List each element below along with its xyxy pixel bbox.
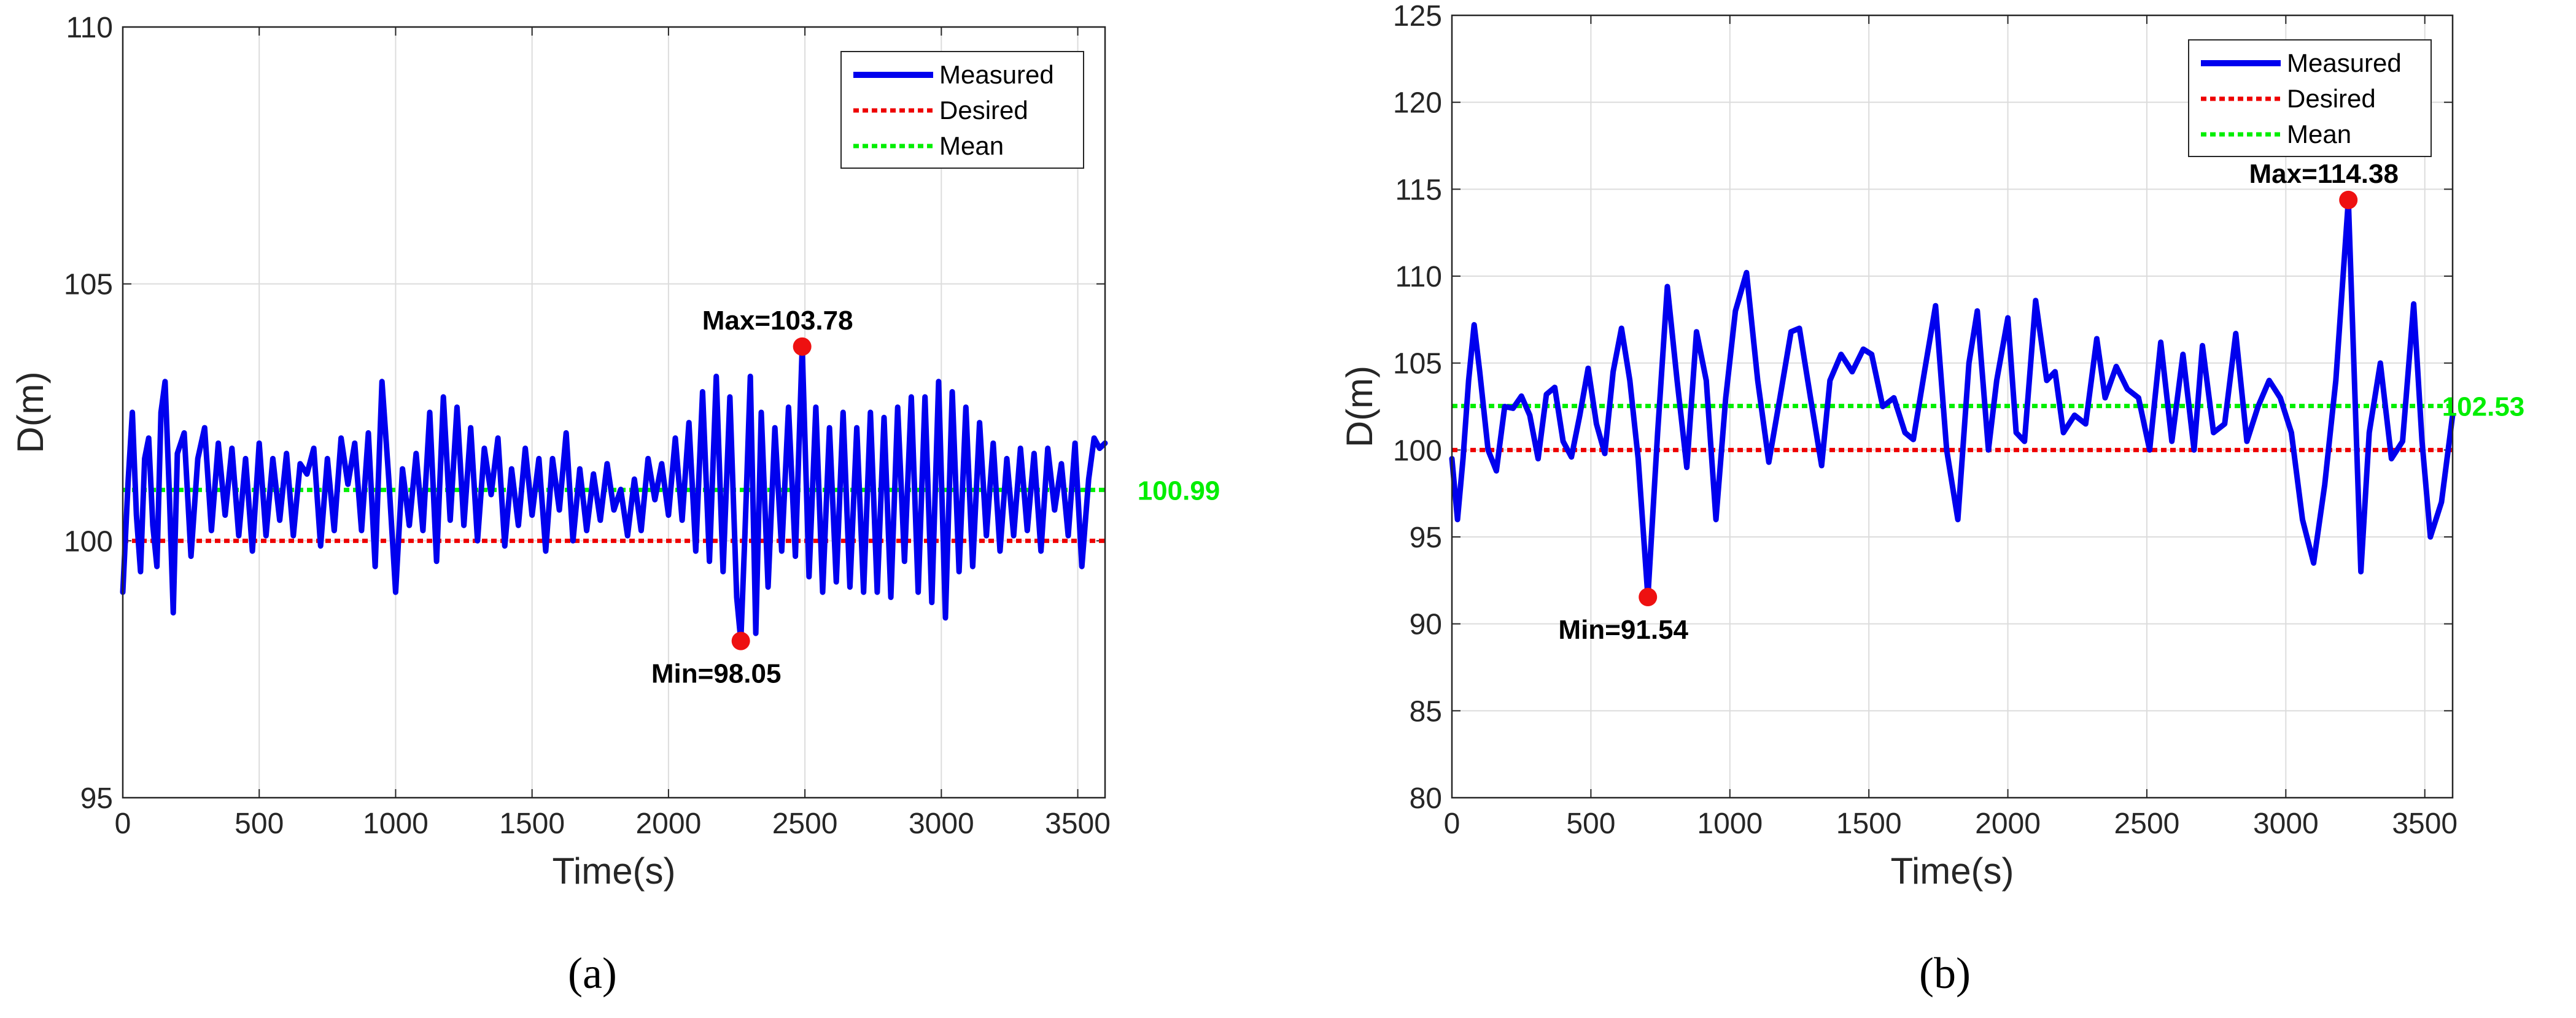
x-tick-label: 3000	[2253, 808, 2319, 840]
min-marker	[731, 631, 750, 650]
x-tick-label: 0	[1444, 808, 1461, 840]
x-tick-label: 1500	[1836, 808, 1902, 840]
min-label: Min=91.54	[1558, 615, 1688, 645]
y-axis-label: D(m)	[10, 371, 51, 453]
y-tick-label: 125	[1393, 0, 1442, 33]
min-label: Min=98.05	[651, 659, 782, 689]
y-tick-label: 95	[80, 782, 113, 815]
max-marker	[2339, 190, 2358, 209]
max-label: Max=103.78	[702, 306, 853, 336]
measured-series-line	[120, 344, 1108, 644]
y-tick-label: 95	[1410, 522, 1442, 554]
legend-label: Mean	[2287, 120, 2351, 148]
x-tick-label: 1000	[363, 808, 429, 840]
y-tick-label: 120	[1393, 87, 1442, 120]
measured-series-line	[1449, 197, 2456, 600]
max-marker	[793, 337, 812, 356]
mean-value-label: 100.99	[1138, 476, 1220, 506]
legend-label: Measured	[939, 60, 1054, 89]
max-label: Max=114.38	[2249, 159, 2398, 189]
y-tick-label: 110	[66, 12, 113, 44]
y-tick-label: 105	[64, 269, 113, 301]
x-tick-label: 500	[1566, 808, 1615, 840]
y-tick-label: 90	[1410, 609, 1442, 641]
caption-a: (a)	[568, 949, 617, 998]
x-tick-label: 0	[115, 808, 131, 840]
x-tick-label: 3500	[1045, 808, 1111, 840]
x-tick-label: 2500	[772, 808, 838, 840]
y-tick-label: 115	[1395, 174, 1442, 206]
x-axis-label: Time(s)	[1890, 850, 2014, 892]
x-tick-label: 1000	[1697, 808, 1763, 840]
x-tick-label: 3500	[2392, 808, 2458, 840]
x-tick-label: 2500	[2114, 808, 2180, 840]
mean-value-label: 102.53	[2442, 392, 2525, 422]
legend-label: Desired	[2287, 84, 2376, 113]
y-tick-label: 105	[1393, 348, 1442, 380]
x-tick-label: 1500	[499, 808, 565, 840]
x-axis-label: Time(s)	[552, 850, 675, 892]
axes-box	[1451, 14, 2454, 799]
x-tick-label: 500	[235, 808, 284, 840]
y-tick-label: 110	[1395, 261, 1442, 293]
x-tick-label: 2000	[1975, 808, 2041, 840]
y-tick-label: 80	[1410, 782, 1442, 815]
chart-panel-b: 0 500 1000 1500 2000 2500 3000 3500 80 85 90 95 100 1…	[1339, 0, 2524, 892]
legend-label: Desired	[939, 96, 1028, 125]
legend-label: Mean	[939, 131, 1004, 160]
y-tick-label: 85	[1410, 695, 1442, 728]
x-tick-label: 3000	[909, 808, 974, 840]
chart-panel-a: 0 500 1000 1500 2000 2500 3000 3500 95 100 105 110 T…	[10, 12, 1220, 892]
min-marker	[1639, 588, 1658, 607]
y-tick-label: 100	[64, 525, 113, 558]
y-tick-label: 100	[1393, 434, 1442, 467]
caption-b: (b)	[1919, 949, 1971, 998]
x-tick-label: 2000	[635, 808, 701, 840]
axes-box	[122, 26, 1106, 799]
legend-label: Measured	[2287, 48, 2402, 77]
y-axis-label: D(m)	[1339, 366, 1380, 447]
